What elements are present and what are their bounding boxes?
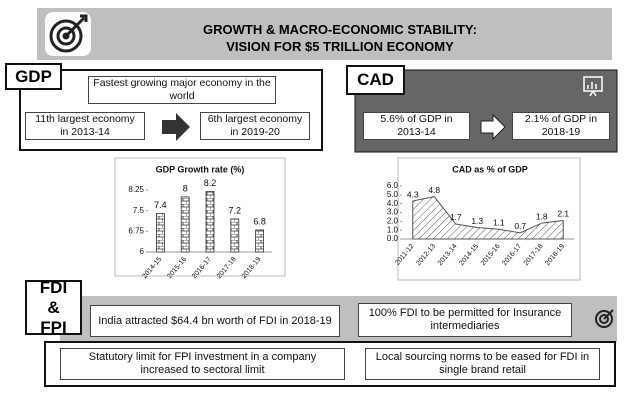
y-tick-label: 6.75 xyxy=(128,226,144,235)
bar xyxy=(230,218,240,253)
header-title: GROWTH & MACRO-ECONOMIC STABILITY: xyxy=(203,22,477,37)
header-title: VISION FOR $5 TRILLION ECONOMY xyxy=(226,39,454,54)
bar xyxy=(155,213,165,253)
data-label: 1.7 xyxy=(450,212,462,222)
presentation-icon xyxy=(583,76,603,97)
y-tick-label: 5.0 xyxy=(387,190,399,199)
y-tick-label: 6 xyxy=(140,247,145,256)
data-label: 0.7 xyxy=(514,221,526,231)
data-label: 6.8 xyxy=(253,216,266,226)
text-box: 6th largest economy in 2019-20 xyxy=(200,112,310,140)
data-label: 1.3 xyxy=(471,216,483,226)
bar xyxy=(255,229,265,253)
text-box: 100% FDI to be permitted for Insurance i… xyxy=(358,303,572,337)
data-label: 1.1 xyxy=(493,218,505,228)
header-band xyxy=(37,8,612,60)
data-label: 8 xyxy=(183,183,188,193)
text-box: Local sourcing norms to be eased for FDI… xyxy=(365,348,600,380)
data-label: 4.3 xyxy=(407,189,419,199)
data-label: 8.2 xyxy=(204,178,217,188)
target-icon xyxy=(45,12,91,56)
data-label: 1.8 xyxy=(536,211,548,221)
text-box: 5.6% of GDP in 2013-14 xyxy=(363,112,470,140)
bar xyxy=(180,196,190,253)
data-label: 2.1 xyxy=(557,209,569,219)
text-box: 11th largest economy in 2013-14 xyxy=(25,112,145,140)
y-tick-label: 7.5 xyxy=(133,206,145,215)
text-box: Statutory limit for FPI investment in a … xyxy=(60,348,345,380)
section-label: FDI & FPI xyxy=(25,278,82,337)
section-label: GDP xyxy=(5,63,62,90)
y-tick-label: 4.0 xyxy=(387,199,399,208)
data-label: 4.8 xyxy=(428,185,440,195)
text-box: 2.1% of GDP in 2018-19 xyxy=(512,112,610,140)
chart-title: CAD as % of GDP xyxy=(452,164,528,174)
chart-title: GDP Growth rate (%) xyxy=(156,164,245,174)
arrow xyxy=(162,113,190,141)
text-box: Fastest growing major economy in the wor… xyxy=(88,76,276,104)
arrow xyxy=(480,113,506,141)
area xyxy=(412,196,564,240)
y-tick-label: 2.0 xyxy=(387,216,399,225)
data-label: 7.2 xyxy=(229,205,242,215)
target-icon xyxy=(595,309,614,328)
y-tick-label: 6.0 xyxy=(387,181,399,190)
section-label: CAD xyxy=(346,65,405,95)
data-label: 7.4 xyxy=(154,200,167,210)
y-tick-label: 1.0 xyxy=(387,225,399,234)
y-tick-label: 8.25 xyxy=(128,185,144,194)
chart-frame xyxy=(114,157,286,277)
bar xyxy=(205,190,215,253)
y-tick-label: 3.0 xyxy=(387,208,399,217)
text-box: India attracted $64.4 bn worth of FDI in… xyxy=(90,305,340,337)
y-tick-label: 0.0 xyxy=(387,234,399,243)
